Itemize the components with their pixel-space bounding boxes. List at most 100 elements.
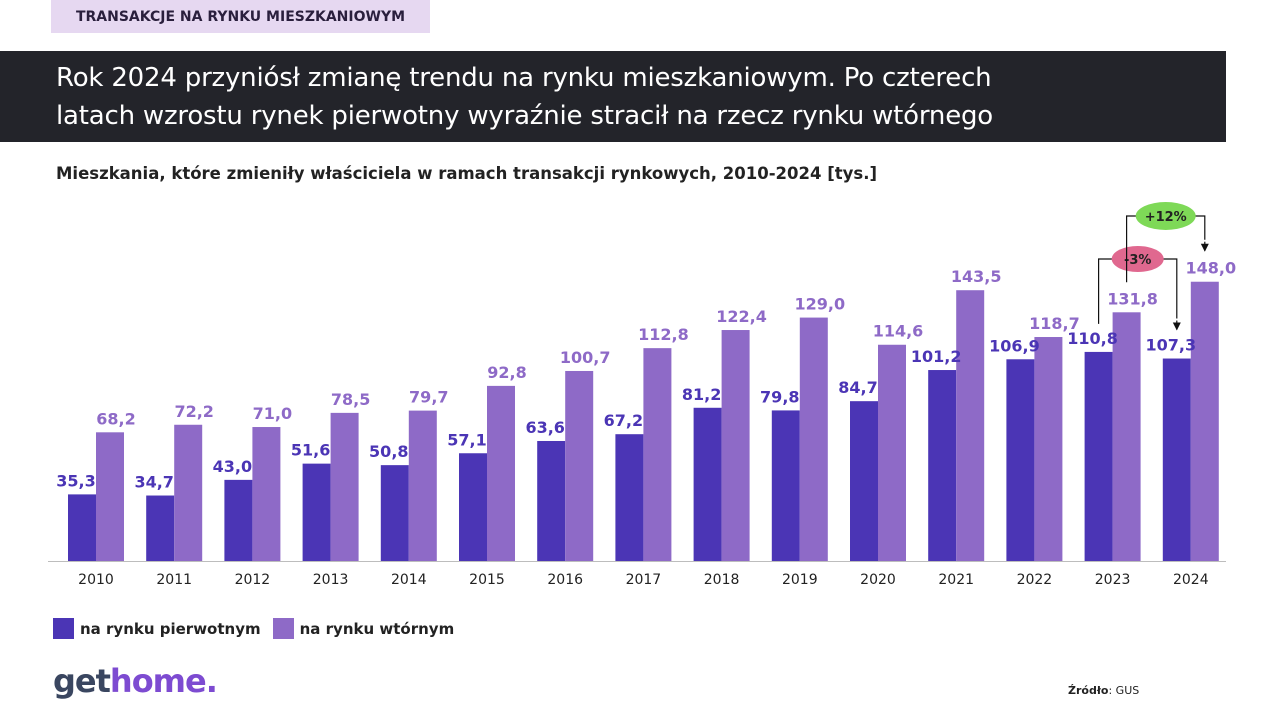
legend-item-secondary: na rynku wtórnym <box>272 618 455 639</box>
label-secondary-2014: 79,7 <box>409 388 448 407</box>
label-primary-2016: 63,6 <box>525 418 564 437</box>
bar-secondary-2018 <box>721 330 750 561</box>
tick-label-2012: 2012 <box>235 572 271 588</box>
bar-secondary-2023 <box>1112 312 1141 561</box>
tick-label-2021: 2021 <box>938 572 974 588</box>
tick-label-2023: 2023 <box>1095 572 1131 588</box>
label-primary-2019: 79,8 <box>760 387 799 406</box>
bar-primary-2013 <box>302 463 331 561</box>
legend: na rynku pierwotnym na rynku wtórnym <box>53 618 466 639</box>
logo-get: get <box>53 662 111 700</box>
label-secondary-2016: 100,7 <box>560 348 611 367</box>
label-secondary-2011: 72,2 <box>174 402 213 421</box>
tick-label-2022: 2022 <box>1017 572 1053 588</box>
bar-secondary-2024 <box>1190 281 1219 561</box>
bar-secondary-2010 <box>96 432 124 561</box>
label-secondary-2013: 78,5 <box>331 390 370 409</box>
bar-primary-2010 <box>68 494 96 561</box>
bar-primary-2011 <box>146 495 175 561</box>
headline-line-2: latach wzrostu rynek pierwotny wyraźnie … <box>56 101 993 131</box>
tick-label-2020: 2020 <box>860 572 896 588</box>
legend-label-primary: na rynku pierwotnym <box>80 619 261 638</box>
bar-secondary-2017 <box>643 348 672 561</box>
label-primary-2011: 34,7 <box>134 473 173 492</box>
bar-secondary-2021 <box>956 290 985 561</box>
label-secondary-2015: 92,8 <box>487 363 526 382</box>
bar-primary-2018 <box>693 407 722 561</box>
label-secondary-2019: 129,0 <box>794 295 845 314</box>
label-primary-2013: 51,6 <box>291 441 330 460</box>
bar-primary-2024 <box>1162 358 1191 561</box>
tick-label-2018: 2018 <box>704 572 740 588</box>
label-secondary-2010: 68,2 <box>96 409 135 428</box>
bar-secondary-2015 <box>487 385 515 561</box>
label-primary-2015: 57,1 <box>447 430 486 449</box>
label-primary-2020: 84,7 <box>838 378 877 397</box>
label-primary-2010: 35,3 <box>56 471 95 490</box>
legend-item-primary: na rynku pierwotnym <box>53 618 261 639</box>
bar-primary-2019 <box>771 410 800 561</box>
bar-secondary-2013 <box>330 412 359 561</box>
bar-primary-2023 <box>1084 351 1113 561</box>
bar-primary-2021 <box>928 370 957 561</box>
annotation-secondary-text: +12% <box>1145 210 1187 225</box>
label-secondary-2012: 71,0 <box>253 404 292 423</box>
label-secondary-2017: 112,8 <box>638 325 689 344</box>
annotation-primary-badge <box>1111 246 1164 272</box>
headline: Rok 2024 przyniósł zmianę trendu na rynk… <box>56 59 1216 135</box>
label-secondary-2021: 143,5 <box>951 267 1002 286</box>
tick-label-2010: 2010 <box>78 572 114 588</box>
tick-label-2017: 2017 <box>626 572 662 588</box>
bar-primary-2020 <box>850 401 878 561</box>
label-primary-2012: 43,0 <box>213 457 252 476</box>
legend-swatch-secondary <box>272 618 294 639</box>
tick-label-2014: 2014 <box>391 572 427 588</box>
bar-secondary-2011 <box>174 424 203 561</box>
legend-label-secondary: na rynku wtórnym <box>299 619 455 638</box>
label-primary-2023: 110,8 <box>1067 329 1118 348</box>
bar-primary-2014 <box>380 465 409 561</box>
logo-home: home. <box>109 662 218 700</box>
annotation-primary-arrow-head <box>1172 322 1181 331</box>
label-secondary-2024: 148,0 <box>1185 259 1236 278</box>
tick-label-2011: 2011 <box>156 572 192 588</box>
source-label: Źródło <box>1068 684 1109 697</box>
bar-secondary-2014 <box>408 410 437 561</box>
label-secondary-2020: 114,6 <box>873 322 924 341</box>
bar-primary-2012 <box>224 479 253 561</box>
bar-secondary-2016 <box>565 370 594 561</box>
section-tag: TRANSAKCJE NA RYNKU MIESZKANIOWYM <box>51 0 430 33</box>
bar-secondary-2019 <box>799 317 828 561</box>
tick-label-2024: 2024 <box>1173 572 1209 588</box>
chart-title: Mieszkania, które zmieniły właściciela w… <box>56 164 878 183</box>
headline-banner: Rok 2024 przyniósł zmianę trendu na rynk… <box>0 51 1226 142</box>
bar-secondary-2020 <box>878 344 906 561</box>
headline-line-1: Rok 2024 przyniósł zmianę trendu na rynk… <box>56 63 992 93</box>
bar-primary-2015 <box>459 453 487 561</box>
bar-primary-2022 <box>1006 359 1035 561</box>
tick-label-2015: 2015 <box>469 572 505 588</box>
annotation-primary-text: -3% <box>1124 253 1151 268</box>
label-primary-2022: 106,9 <box>989 336 1040 355</box>
source-value: : GUS <box>1108 684 1140 697</box>
tick-label-2016: 2016 <box>547 572 583 588</box>
label-secondary-2018: 122,4 <box>716 307 767 326</box>
label-primary-2024: 107,3 <box>1145 336 1196 355</box>
label-primary-2021: 101,2 <box>911 347 962 366</box>
bar-secondary-2012 <box>252 427 281 561</box>
tick-label-2013: 2013 <box>313 572 349 588</box>
tick-label-2019: 2019 <box>782 572 818 588</box>
label-primary-2017: 67,2 <box>604 411 643 430</box>
bar-chart: 35,3 68,2 2010 34,7 72,2 2011 43,0 71,0 2012 51,6… <box>48 202 1236 588</box>
legend-swatch-primary <box>53 618 74 639</box>
label-primary-2014: 50,8 <box>369 442 408 461</box>
annotation-secondary-badge <box>1135 202 1196 230</box>
source-note: Źródło: GUS <box>1068 684 1139 697</box>
gethome-logo: gethome. <box>53 662 218 700</box>
annotation-secondary-arrow-head <box>1200 243 1209 252</box>
bar-primary-2017 <box>615 434 644 561</box>
bar-secondary-2022 <box>1034 337 1063 561</box>
label-secondary-2023: 131,8 <box>1107 289 1158 308</box>
label-primary-2018: 81,2 <box>682 385 721 404</box>
label-secondary-2022: 118,7 <box>1029 314 1080 333</box>
